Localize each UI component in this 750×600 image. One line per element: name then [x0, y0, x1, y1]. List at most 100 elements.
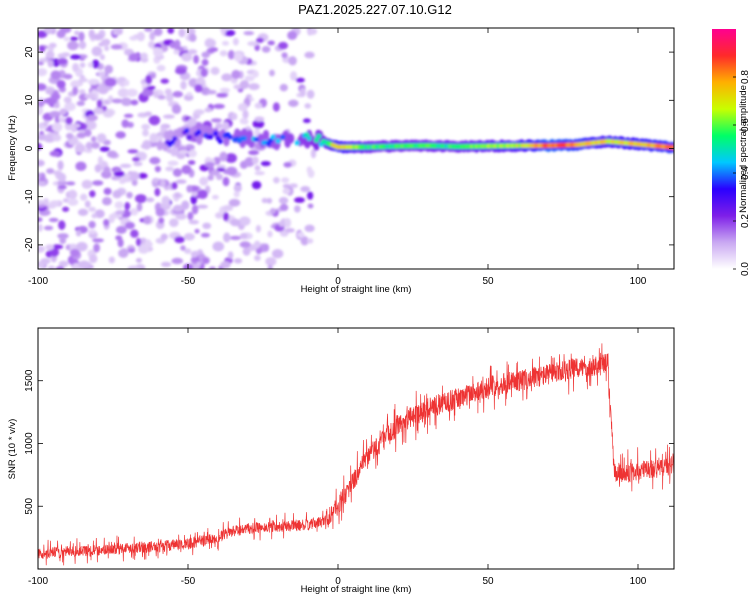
- noise-blob: [222, 212, 230, 222]
- noise-blob: [251, 180, 262, 190]
- noise-blob: [251, 156, 259, 165]
- noise-blob: [91, 142, 100, 149]
- noise-blob: [204, 161, 215, 168]
- noise-blob: [148, 115, 161, 126]
- noise-blob: [269, 69, 275, 77]
- noise-blob: [206, 89, 217, 95]
- noise-blob: [160, 261, 172, 268]
- noise-blob: [127, 149, 139, 154]
- noise-blob: [90, 136, 97, 143]
- noise-blob: [97, 71, 107, 77]
- noise-blob: [207, 174, 214, 181]
- noise-blob: [94, 164, 102, 173]
- noise-blob: [279, 83, 288, 92]
- noise-blob: [126, 191, 133, 199]
- noise-blob: [92, 238, 104, 243]
- noise-blob: [59, 108, 68, 116]
- noise-blob: [102, 86, 113, 91]
- noise-blob: [167, 160, 179, 166]
- noise-blob: [277, 41, 289, 50]
- y-tick-label: 20: [24, 46, 35, 58]
- noise-blob: [219, 87, 231, 93]
- ridge-halo: [246, 129, 253, 140]
- noise-blob: [38, 124, 46, 130]
- noise-blob: [78, 260, 90, 269]
- noise-blob: [117, 238, 124, 248]
- noise-blob: [171, 182, 178, 190]
- noise-blob: [172, 168, 183, 177]
- noise-blob: [197, 189, 208, 200]
- noise-blob: [194, 228, 200, 234]
- noise-blob: [229, 235, 242, 240]
- ridge-core: [213, 130, 219, 136]
- noise-blob: [78, 89, 86, 95]
- noise-blob: [221, 73, 233, 82]
- noise-blob: [297, 231, 305, 239]
- noise-blob: [43, 198, 49, 206]
- noise-blob: [84, 148, 93, 154]
- noise-blob: [285, 228, 295, 233]
- noise-blob: [244, 75, 255, 82]
- noise-blob: [191, 204, 199, 215]
- noise-blob: [89, 190, 96, 198]
- noise-blob: [195, 78, 206, 85]
- noise-blob: [215, 212, 224, 219]
- noise-blob: [110, 44, 123, 50]
- noise-blob: [243, 31, 255, 36]
- spectrogram-x-ticks: -100 -50 0 50 100: [28, 28, 647, 287]
- noise-blob: [136, 202, 143, 212]
- snr-y-ticks: 500 1000 1500: [24, 369, 674, 515]
- ridge-core: [280, 134, 286, 140]
- noise-blob: [38, 245, 46, 253]
- noise-blob: [267, 230, 273, 238]
- noise-blob: [96, 133, 107, 144]
- noise-blob: [38, 172, 43, 178]
- noise-blob: [307, 169, 315, 178]
- noise-blob: [199, 176, 209, 186]
- noise-blob: [91, 59, 100, 69]
- noise-blob: [184, 248, 192, 254]
- noise-blob: [113, 170, 125, 178]
- snr-chart: -100 -50 0 50 100 500 1000 1500 Height of stra…: [7, 327, 675, 595]
- noise-blob: [172, 204, 184, 212]
- noise-blob: [67, 40, 79, 51]
- noise-blob: [273, 176, 280, 184]
- noise-blob: [38, 159, 45, 167]
- noise-blob: [64, 102, 76, 112]
- noise-blob: [247, 41, 259, 47]
- noise-blob: [153, 47, 164, 58]
- noise-blob: [51, 122, 63, 132]
- noise-blob: [43, 225, 54, 231]
- noise-blob: [262, 243, 270, 252]
- ridge-halo: [196, 134, 203, 145]
- noise-blob: [160, 233, 168, 241]
- noise-blob: [279, 203, 289, 212]
- noise-blob: [170, 147, 178, 157]
- noise-blob: [307, 28, 318, 35]
- noise-blob: [187, 211, 194, 221]
- noise-blob: [48, 42, 57, 48]
- noise-blob: [136, 31, 145, 42]
- x-tick-label: 100: [630, 276, 647, 287]
- noise-blob: [92, 33, 104, 41]
- noise-blob: [148, 40, 156, 49]
- noise-blob: [216, 167, 226, 172]
- noise-blob: [47, 59, 54, 68]
- noise-blob: [129, 208, 139, 216]
- noise-blob: [57, 233, 69, 239]
- noise-blob: [232, 37, 239, 46]
- ridge-core: [316, 133, 322, 139]
- noise-blob: [130, 99, 139, 106]
- ridge-core: [270, 134, 276, 140]
- noise-blob: [158, 217, 165, 224]
- colorbar-tick-label: 0.6: [740, 118, 750, 132]
- noise-blob: [87, 78, 100, 86]
- noise-blob: [76, 241, 88, 252]
- noise-blob: [161, 195, 171, 206]
- noise-blob: [173, 49, 180, 55]
- noise-blob: [188, 149, 197, 158]
- noise-blob: [231, 69, 241, 80]
- noise-blob: [154, 187, 161, 197]
- noise-blob: [167, 28, 175, 34]
- noise-blob: [172, 91, 184, 98]
